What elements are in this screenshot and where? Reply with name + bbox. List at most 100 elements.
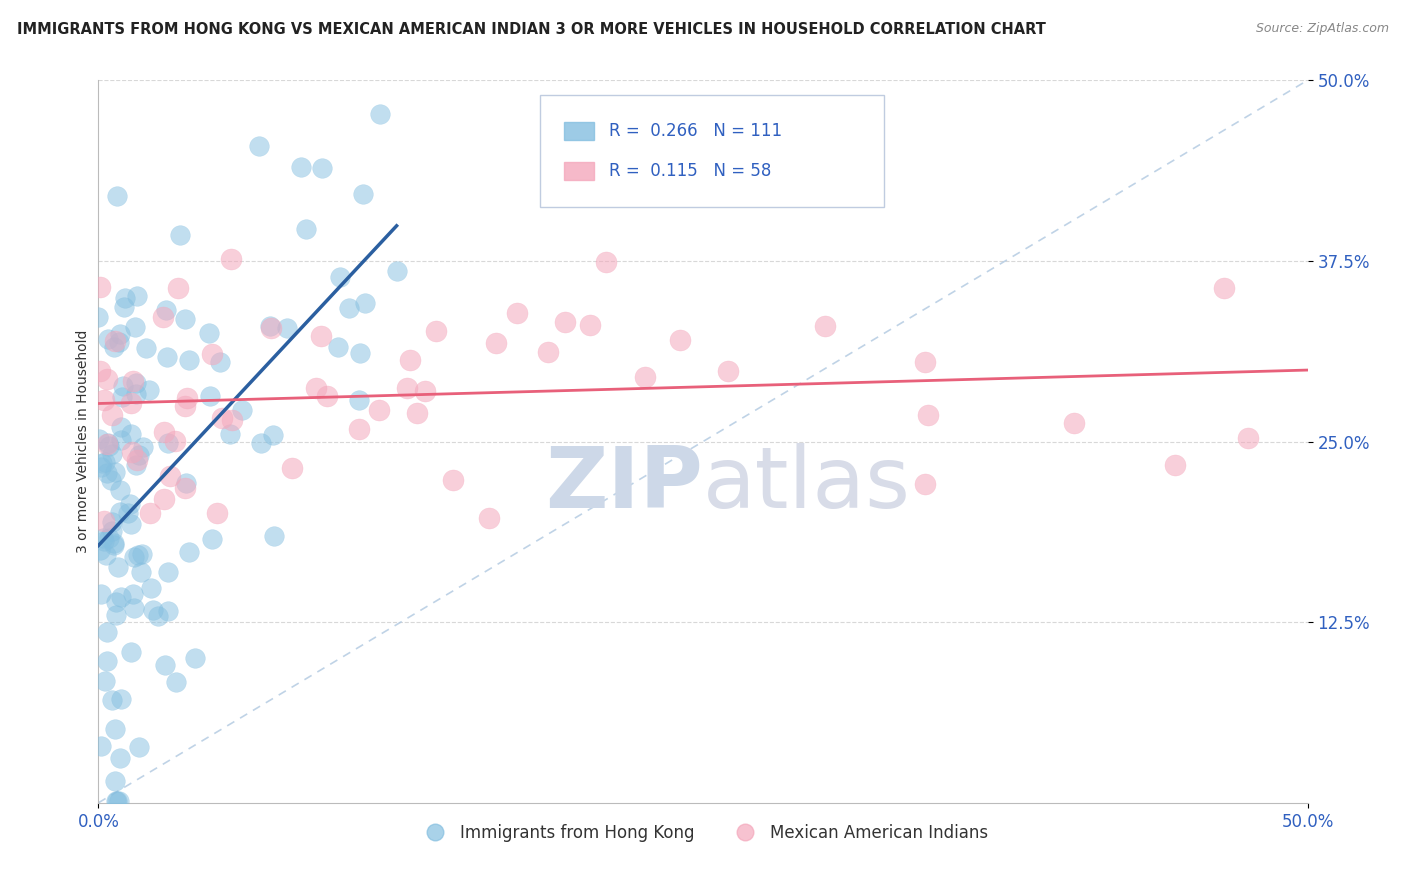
Point [595, 254, 617, 268]
Point [110, 692, 132, 706]
Point [139, 507, 162, 521]
Point [198, 389, 221, 403]
Point [311, 161, 333, 175]
Point [90, 587, 112, 601]
Point [120, 426, 142, 441]
Point [118, 498, 141, 512]
Point [93, 392, 115, 407]
Point [90, 739, 112, 753]
Point [131, 547, 153, 561]
Point [104, 794, 127, 808]
Point [221, 412, 243, 426]
Point [506, 306, 529, 320]
Point [478, 511, 501, 525]
Point [105, 595, 128, 609]
Point [104, 774, 127, 789]
Point [174, 481, 197, 495]
Point [399, 352, 422, 367]
Point [205, 506, 228, 520]
Point [93, 534, 115, 549]
Point [100, 408, 122, 422]
Point [183, 650, 205, 665]
Point [124, 600, 146, 615]
Point [89, 433, 111, 447]
Point [103, 538, 125, 552]
Point [97, 436, 120, 450]
Bar [564, 122, 595, 140]
Point [554, 315, 576, 329]
Point [413, 384, 436, 398]
Point [634, 370, 657, 384]
Point [89, 542, 111, 557]
Point [138, 383, 160, 397]
Point [117, 506, 139, 520]
Point [120, 516, 142, 531]
Y-axis label: 3 or more Vehicles in Household: 3 or more Vehicles in Household [76, 330, 90, 553]
Point [100, 516, 122, 530]
Point [110, 590, 132, 604]
Point [262, 427, 284, 442]
Point [201, 346, 224, 360]
Point [1164, 458, 1187, 472]
Text: ZIP: ZIP [546, 443, 703, 526]
Point [914, 476, 936, 491]
Point [112, 300, 135, 314]
Point [108, 483, 131, 497]
Point [125, 453, 148, 467]
Point [98, 439, 121, 453]
Point [201, 532, 224, 546]
Point [155, 658, 177, 673]
Point [176, 391, 198, 405]
Point [219, 426, 242, 441]
Point [111, 390, 134, 404]
FancyBboxPatch shape [540, 95, 884, 207]
Point [163, 434, 186, 449]
Point [179, 352, 201, 367]
Point [579, 318, 602, 332]
Point [128, 448, 150, 462]
Point [157, 565, 180, 579]
Legend: Immigrants from Hong Kong, Mexican American Indians: Immigrants from Hong Kong, Mexican Ameri… [412, 817, 994, 848]
Point [112, 379, 135, 393]
Point [368, 106, 391, 120]
Point [89, 280, 111, 294]
Point [135, 341, 157, 355]
Point [110, 420, 132, 434]
Point [124, 550, 146, 565]
Point [280, 461, 302, 475]
Point [259, 319, 281, 334]
Point [159, 469, 181, 483]
Point [174, 311, 197, 326]
Point [108, 751, 131, 765]
Point [352, 187, 374, 202]
Point [329, 270, 352, 285]
Point [105, 794, 128, 808]
Point [231, 403, 253, 417]
Point [94, 673, 117, 688]
Point [1236, 431, 1258, 445]
Point [127, 548, 149, 562]
Point [157, 604, 180, 618]
Point [295, 222, 318, 236]
Point [107, 334, 129, 349]
Point [385, 264, 408, 278]
Point [104, 608, 127, 623]
Point [91, 531, 114, 545]
Point [107, 560, 129, 574]
Point [141, 582, 163, 596]
Point [406, 406, 429, 420]
Point [290, 161, 312, 175]
Point [132, 440, 155, 454]
Point [669, 333, 692, 347]
Point [121, 445, 143, 459]
Point [129, 565, 152, 579]
Point [305, 381, 328, 395]
Point [128, 740, 150, 755]
Point [326, 340, 349, 354]
Point [110, 433, 132, 447]
Point [103, 535, 125, 549]
Point [108, 505, 131, 519]
Point [96, 653, 118, 667]
Point [122, 374, 145, 388]
Point [114, 291, 136, 305]
